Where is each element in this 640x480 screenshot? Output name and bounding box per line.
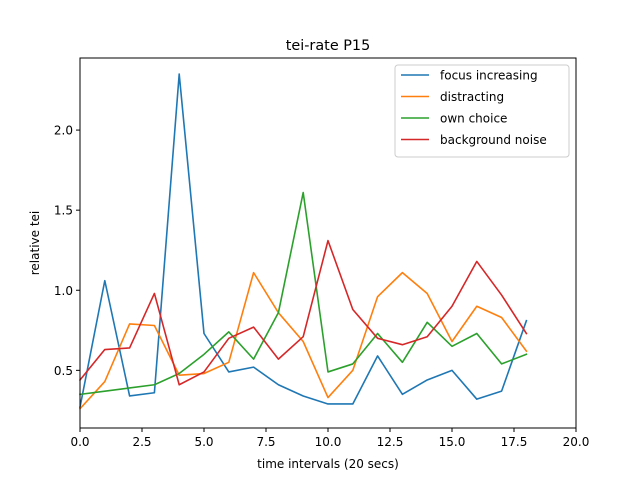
legend-label: distracting (440, 90, 504, 104)
x-tick-label: 12.5 (377, 435, 404, 449)
series-line-background-noise (78, 239, 528, 386)
x-tick-label: 2.5 (132, 435, 151, 449)
y-tick-label: 1.0 (54, 284, 73, 298)
legend-label: own choice (440, 112, 507, 126)
x-axis-label: time intervals (20 secs) (257, 457, 399, 471)
legend-label: focus increasing (440, 69, 538, 83)
x-tick-label: 7.5 (256, 435, 275, 449)
series-line-distracting (78, 271, 528, 410)
x-tick-label: 17.5 (501, 435, 528, 449)
x-tick-label: 5.0 (194, 435, 213, 449)
plot-lines (78, 73, 528, 410)
legend: focus increasing distracting own choice bac… (394, 64, 570, 158)
y-axis: 0.5 1.0 1.5 2.0 (54, 124, 80, 378)
x-tick-label: 10.0 (315, 435, 342, 449)
series-line-focus-increasing (79, 73, 528, 409)
x-tick-label: 20.0 (563, 435, 590, 449)
y-tick-label: 0.5 (54, 364, 73, 378)
y-tick-label: 2.0 (54, 124, 73, 138)
chart-title: tei-rate P15 (286, 38, 370, 54)
y-tick-label: 1.5 (54, 204, 73, 218)
series-line-own-choice (79, 191, 528, 396)
x-axis: 0.0 2.5 5.0 7.5 10.0 12.5 15.0 17.5 20.0 (70, 428, 589, 449)
x-tick-label: 0.0 (70, 435, 89, 449)
legend-box (394, 64, 570, 158)
x-tick-label: 15.0 (439, 435, 466, 449)
legend-label: background noise (440, 133, 547, 147)
y-axis-label: relative tei (28, 211, 42, 276)
